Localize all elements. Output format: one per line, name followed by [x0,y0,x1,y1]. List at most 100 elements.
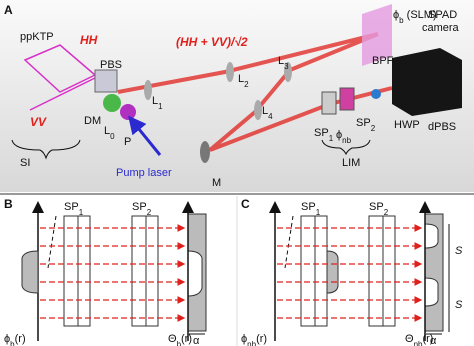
label-text: PBS [100,59,122,71]
rays [277,224,423,322]
label-rest: (r) [256,333,267,345]
label: ϕb (SLM) [393,9,437,25]
label: SP1 [301,201,321,217]
label-sub: 1 [316,208,321,217]
label-text: L [262,105,268,117]
label-text: ϕ [4,333,10,345]
label: SI [20,157,30,169]
plate [368,215,384,327]
label-text: dPBS [428,121,456,133]
label-text: SP [64,201,79,213]
label: SPAD [428,9,457,21]
label: L2 [238,73,249,89]
label: BPF [372,55,394,67]
label-text: α [430,335,437,346]
profile [187,213,207,332]
label: SP2 [356,117,376,133]
label-sub: b [177,340,182,346]
label: VV [30,115,47,129]
label: Θb(r) [168,333,192,346]
label: A [4,3,13,17]
label: P [124,136,131,148]
lens [144,80,152,100]
plate [300,215,316,327]
label-sub: 4 [268,112,273,121]
label-text: DM [84,115,101,127]
plate [77,215,91,327]
brace [11,139,81,160]
label-text: ϕ [393,9,399,21]
label-sub: 2 [244,80,249,89]
label-rest: (SLM) [404,9,437,21]
label-rest: (r) [181,333,192,345]
label: HWP [394,119,420,131]
label-text: HWP [394,119,420,131]
label-text: α [193,335,200,346]
label-text: SPAD [428,9,457,21]
label-text: SI [20,157,30,169]
label: Pump laser [116,167,172,179]
label: L3 [278,55,289,71]
brace [321,139,371,156]
label-sub: 1 [79,208,84,217]
label: ϕb(r) [4,333,26,346]
label-sub: 2 [371,124,376,133]
lens [226,62,234,82]
label-text: Θ [405,333,414,345]
profile [326,250,339,294]
label-text: L [152,95,158,107]
label-text: camera [422,22,460,34]
plate [131,215,147,327]
label: α [193,335,200,346]
label-text: ϕ [336,129,342,141]
label-sub: nb [414,340,423,346]
label-sub: 2 [147,208,152,217]
label: B [4,197,13,211]
camera [392,48,462,116]
profile [21,250,39,294]
label: DM [84,115,101,127]
label-text: M [212,177,221,189]
hwp [371,89,381,99]
label: camera [422,22,460,34]
plate [314,215,328,327]
label: dPBS [428,121,456,133]
dashed [284,215,294,269]
pbs [94,69,118,93]
label: L0 [104,125,115,141]
label-rest: (r) [422,333,433,345]
label-sub: b [10,340,15,346]
mirror [200,141,210,163]
sp2 [339,87,355,111]
label-text: B [4,197,13,211]
label: (HH + VV)/√2 [176,35,248,49]
label-text: A [4,3,13,17]
label: L1 [152,95,163,111]
plate [382,215,396,327]
label: α [430,335,437,346]
slm [362,4,392,66]
label-sub: nb [342,136,351,145]
lens [254,100,262,120]
label-text: Pump laser [116,167,172,179]
label-text: L [238,73,244,85]
label-text: VV [30,115,47,129]
label: HH [80,33,98,47]
label-rest: (r) [15,333,26,345]
label-text: SP [301,201,316,213]
label-text: SP [369,201,384,213]
label-text: SP [314,127,329,139]
label-sub: 1 [158,102,163,111]
label: SP2 [369,201,389,217]
label-text: HH [80,33,98,47]
plate [145,215,159,327]
sp1 [321,91,337,115]
dm [103,94,121,112]
label: LIM [342,157,360,169]
lens [284,62,292,82]
label-sub: 3 [284,62,289,71]
label-text: ϕ [241,333,247,345]
label-text: (HH + VV)/√2 [176,35,248,49]
label-text: Θ [168,333,177,345]
